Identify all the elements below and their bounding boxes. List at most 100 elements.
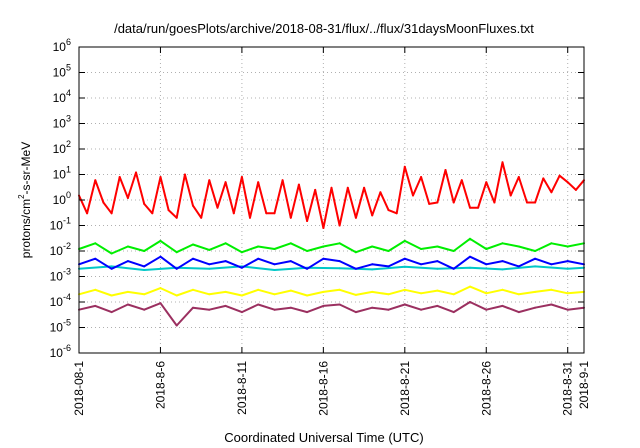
data-point: [379, 191, 382, 194]
data-point: [143, 202, 146, 205]
data-point: [477, 206, 480, 209]
data-point: [208, 263, 211, 266]
data-point: [249, 216, 251, 219]
x-tick-label: 2018-8-21: [398, 361, 412, 416]
series-line-2: [78, 265, 585, 271]
data-point: [159, 176, 162, 178]
data-point: [501, 242, 504, 245]
data-point: [306, 311, 309, 314]
data-point: [86, 212, 89, 215]
data-point: [566, 260, 569, 263]
data-point: [240, 311, 243, 314]
data-point: [110, 311, 113, 314]
y-tick-label: 10-1: [50, 216, 71, 233]
data-point: [175, 267, 178, 270]
data-point: [224, 242, 227, 245]
data-point: [159, 302, 162, 305]
data-point: [322, 245, 325, 248]
data-point: [452, 267, 455, 270]
data-point: [412, 194, 414, 197]
data-point: [566, 245, 569, 248]
data-point: [338, 224, 341, 227]
data-point: [403, 165, 406, 168]
data-point: [289, 216, 292, 219]
data-point: [314, 188, 317, 191]
series-line-5: [78, 301, 585, 327]
data-point: [126, 197, 129, 199]
data-point: [501, 288, 504, 291]
data-point: [338, 303, 341, 306]
data-point: [232, 212, 235, 215]
data-point: [240, 251, 243, 254]
data-point: [354, 311, 357, 314]
series-line-1: [78, 237, 585, 255]
data-point: [257, 181, 260, 184]
data-point: [517, 311, 520, 314]
data-point: [273, 212, 276, 215]
data-point: [436, 201, 439, 204]
data-point: [517, 265, 520, 268]
data-point: [403, 257, 406, 260]
data-point: [534, 265, 537, 268]
data-point: [371, 245, 374, 248]
data-point: [534, 306, 537, 309]
data-point: [208, 179, 211, 182]
x-tick-label: 2018-08-1: [72, 361, 86, 416]
data-point: [387, 265, 390, 268]
data-point: [436, 245, 439, 248]
data-point: [550, 263, 553, 266]
data-point: [216, 206, 219, 209]
data-point: [566, 292, 569, 295]
y-axis-label-post: -s-sr-MeV: [19, 142, 33, 195]
data-point: [102, 201, 105, 204]
data-point: [151, 212, 154, 215]
data-point: [257, 245, 260, 248]
data-point: [444, 169, 447, 171]
data-point: [469, 266, 471, 269]
data-point: [387, 209, 390, 212]
data-point: [550, 303, 553, 306]
data-point: [534, 290, 537, 293]
chart-title: /data/run/goesPlots/archive/2018-08-31/f…: [114, 21, 534, 36]
data-point: [395, 212, 398, 215]
y-axis-label: protons/cm2-s-sr-MeV: [17, 142, 33, 258]
data-point: [208, 248, 211, 251]
y-tick-label: 10-5: [50, 318, 71, 335]
data-point: [289, 260, 292, 263]
data-point: [485, 263, 488, 266]
y-tick-label: 10-3: [50, 267, 71, 284]
data-point: [322, 227, 325, 229]
data-point: [192, 306, 194, 309]
data-point: [167, 209, 170, 212]
data-point: [371, 263, 374, 266]
data-point: [371, 268, 374, 271]
x-tick-label: 2018-8-31: [561, 361, 575, 416]
data-point: [387, 293, 390, 296]
data-point: [94, 242, 97, 245]
x-tick-label: 2018-8-16: [316, 361, 330, 416]
data-point: [110, 265, 113, 268]
data-point: [281, 179, 284, 182]
data-point: [306, 267, 309, 270]
data-point: [289, 242, 292, 245]
data-point: [452, 250, 455, 252]
data-point: [501, 268, 504, 271]
data-point: [354, 293, 357, 296]
data-point: [322, 290, 325, 293]
data-point: [420, 292, 423, 295]
data-point: [420, 263, 423, 266]
y-axis-label-pre: protons/cm: [19, 199, 33, 258]
data-point: [566, 267, 569, 270]
y-tick-label: 100: [53, 190, 71, 207]
data-point: [289, 289, 292, 292]
data-point: [566, 308, 569, 311]
data-point: [273, 263, 276, 266]
data-point: [354, 216, 357, 219]
data-point: [485, 308, 488, 311]
x-tick-label: 2018-9-1: [577, 361, 591, 409]
data-point: [192, 257, 194, 260]
data-point: [534, 257, 537, 260]
data-point: [175, 324, 178, 327]
data-point: [159, 239, 162, 242]
